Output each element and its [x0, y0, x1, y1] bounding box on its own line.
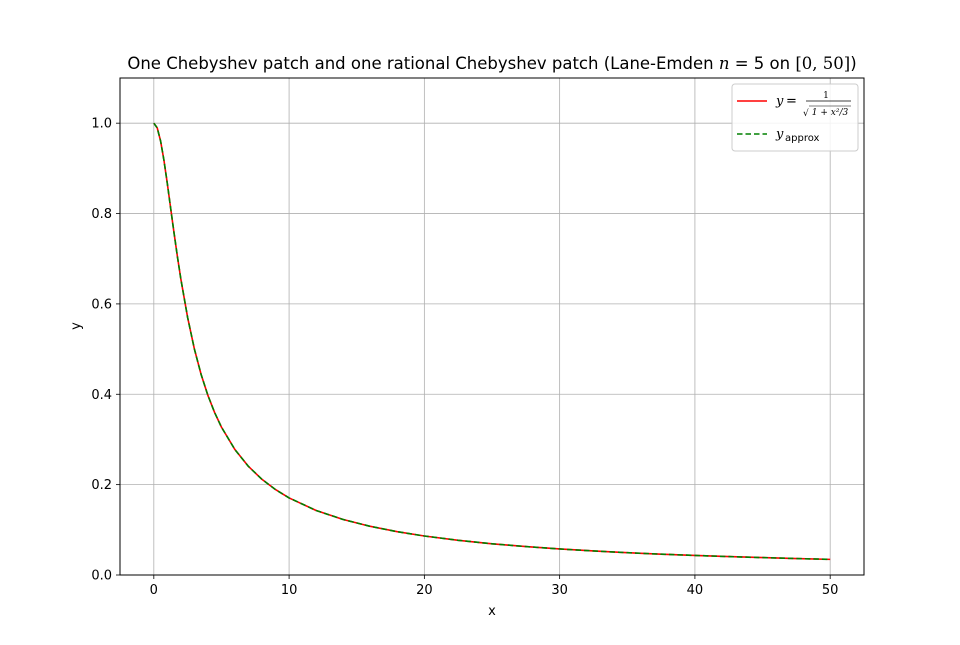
y-tick-label: 0.8: [91, 207, 112, 222]
x-tick-label: 0: [150, 583, 158, 598]
legend-approx-label: y approx: [775, 127, 820, 144]
grid: [120, 78, 864, 576]
legend-approx-lhs: y: [775, 127, 784, 142]
legend-exact-label: y = 1 √ 1 + x²/3: [775, 91, 851, 119]
legend-exact-equals: =: [786, 94, 797, 109]
legend-exact-sqrt-sign: √: [803, 108, 809, 119]
y-tick-label: 0.6: [91, 297, 112, 312]
x-axis-label: x: [488, 604, 496, 619]
y-tick-label: 0.4: [91, 388, 112, 403]
y-tick-label: 1.0: [91, 117, 112, 132]
ticks: 0 10 20 30 40 50 0.0 0.2 0.4 0.6 0.8 1.0: [91, 117, 838, 598]
legend-exact-numerator: 1: [823, 91, 829, 101]
x-tick-label: 10: [281, 583, 298, 598]
y-axis-label: y: [69, 322, 84, 330]
chart-title: One Chebyshev patch and one rational Che…: [127, 54, 856, 73]
plot-lines: [153, 122, 831, 561]
x-tick-label: 30: [551, 583, 568, 598]
legend-approx-subscript: approx: [785, 133, 820, 144]
x-tick-label: 50: [822, 583, 839, 598]
series-line-approx: [153, 122, 831, 561]
x-tick-label: 40: [687, 583, 704, 598]
y-tick-label: 0.2: [91, 478, 112, 493]
legend-exact-denominator: 1 + x²/3: [812, 108, 849, 118]
legend: y = 1 √ 1 + x²/3 y approx: [731, 83, 859, 152]
legend-exact-lhs: y: [775, 94, 784, 109]
x-tick-label: 20: [416, 583, 433, 598]
axes-frame: [119, 77, 865, 576]
y-tick-label: 0.0: [91, 569, 112, 584]
